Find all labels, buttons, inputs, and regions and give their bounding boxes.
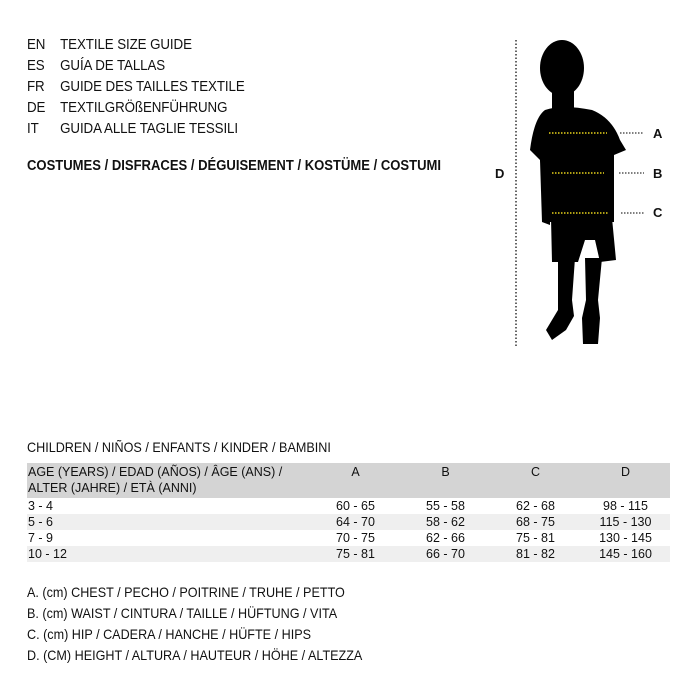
table-caption: CHILDREN / NIÑOS / ENFANTS / KINDER / BA… xyxy=(27,439,331,455)
lang-code: ES xyxy=(27,58,45,74)
title-it: IT GUIDA ALLE TAGLIE TESSILI xyxy=(27,121,238,137)
legend-a: A. (cm) CHEST / PECHO / POITRINE / TRUHE… xyxy=(27,584,345,600)
lang-title: GUIDA ALLE TAGLIE TESSILI xyxy=(60,121,238,137)
cell-b: 66 - 70 xyxy=(426,547,465,561)
lang-code: IT xyxy=(27,121,39,137)
title-en: EN TEXTILE SIZE GUIDE xyxy=(27,37,192,53)
cell-a: 60 - 65 xyxy=(336,499,375,513)
header-age: AGE (YEARS) / EDAD (AÑOS) / ÂGE (ANS) / A… xyxy=(27,463,310,498)
table-row: 10 - 12 75 - 81 66 - 70 81 - 82 145 - 160 xyxy=(27,546,670,562)
cell-b: 62 - 66 xyxy=(426,531,465,545)
lang-title: TEXTILE SIZE GUIDE xyxy=(60,37,192,53)
label-a: A xyxy=(653,126,663,141)
table-row: 3 - 4 60 - 65 55 - 58 62 - 68 98 - 115 xyxy=(27,498,670,514)
table-row: 5 - 6 64 - 70 58 - 62 68 - 75 115 - 130 xyxy=(27,514,670,530)
cell-c: 75 - 81 xyxy=(516,531,555,545)
cell-d: 98 - 115 xyxy=(603,499,648,513)
header-age-line1: AGE (YEARS) / EDAD (AÑOS) / ÂGE (ANS) / xyxy=(28,465,283,479)
size-table: AGE (YEARS) / EDAD (AÑOS) / ÂGE (ANS) / A… xyxy=(27,463,670,562)
cell-b: 58 - 62 xyxy=(426,515,465,529)
cell-a: 70 - 75 xyxy=(336,531,375,545)
lang-title: TEXTILGRÖßENFÜHRUNG xyxy=(60,100,228,116)
category-heading: COSTUMES / DISFRACES / DÉGUISEMENT / KOS… xyxy=(27,158,441,174)
lang-code: DE xyxy=(27,100,46,116)
label-d: D xyxy=(495,166,505,181)
lang-code: FR xyxy=(27,79,45,95)
cell-d: 145 - 160 xyxy=(599,547,652,561)
title-de: DE TEXTILGRÖßENFÜHRUNG xyxy=(27,100,227,116)
cell-age: 10 - 12 xyxy=(28,547,67,561)
legend-c: C. (cm) HIP / CADERA / HANCHE / HÜFTE / … xyxy=(27,626,312,642)
lang-title: GUIDE DES TAILLES TEXTILE xyxy=(60,79,245,95)
cell-age: 7 - 9 xyxy=(28,531,54,545)
title-es: ES GUÍA DE TALLAS xyxy=(27,58,165,74)
cell-a: 64 - 70 xyxy=(336,515,375,529)
cell-a: 75 - 81 xyxy=(336,547,375,561)
cell-d: 130 - 145 xyxy=(599,531,652,545)
cell-b: 55 - 58 xyxy=(426,499,465,513)
cell-age: 5 - 6 xyxy=(28,515,54,529)
label-c: C xyxy=(653,205,663,220)
child-silhouette xyxy=(530,40,626,344)
label-b: B xyxy=(653,166,663,181)
cell-c: 62 - 68 xyxy=(516,499,555,513)
cell-c: 68 - 75 xyxy=(516,515,555,529)
legend-b: B. (cm) WAIST / CINTURA / TAILLE / HÜFTU… xyxy=(27,605,338,621)
header-a: A xyxy=(351,465,360,479)
measure-lines xyxy=(549,132,608,214)
label-leaders xyxy=(619,132,644,214)
header-c: C xyxy=(530,465,541,479)
header-d: D xyxy=(620,465,631,479)
lang-code: EN xyxy=(27,37,46,53)
header-b: B xyxy=(441,465,450,479)
cell-c: 81 - 82 xyxy=(516,547,555,561)
lang-title: GUÍA DE TALLAS xyxy=(60,58,166,74)
table-header-row: AGE (YEARS) / EDAD (AÑOS) / ÂGE (ANS) / A… xyxy=(27,463,670,498)
cell-age: 3 - 4 xyxy=(28,499,54,513)
child-silhouette-figure xyxy=(515,40,644,346)
header-age-line2: ALTER (JAHRE) / ETÀ (ANNI) xyxy=(28,481,197,495)
title-fr: FR GUIDE DES TAILLES TEXTILE xyxy=(27,79,245,95)
legend-d: D. (CM) HEIGHT / ALTURA / HAUTEUR / HÖHE… xyxy=(27,647,363,663)
table-row: 7 - 9 70 - 75 62 - 66 75 - 81 130 - 145 xyxy=(27,530,670,546)
cell-d: 115 - 130 xyxy=(599,515,652,529)
